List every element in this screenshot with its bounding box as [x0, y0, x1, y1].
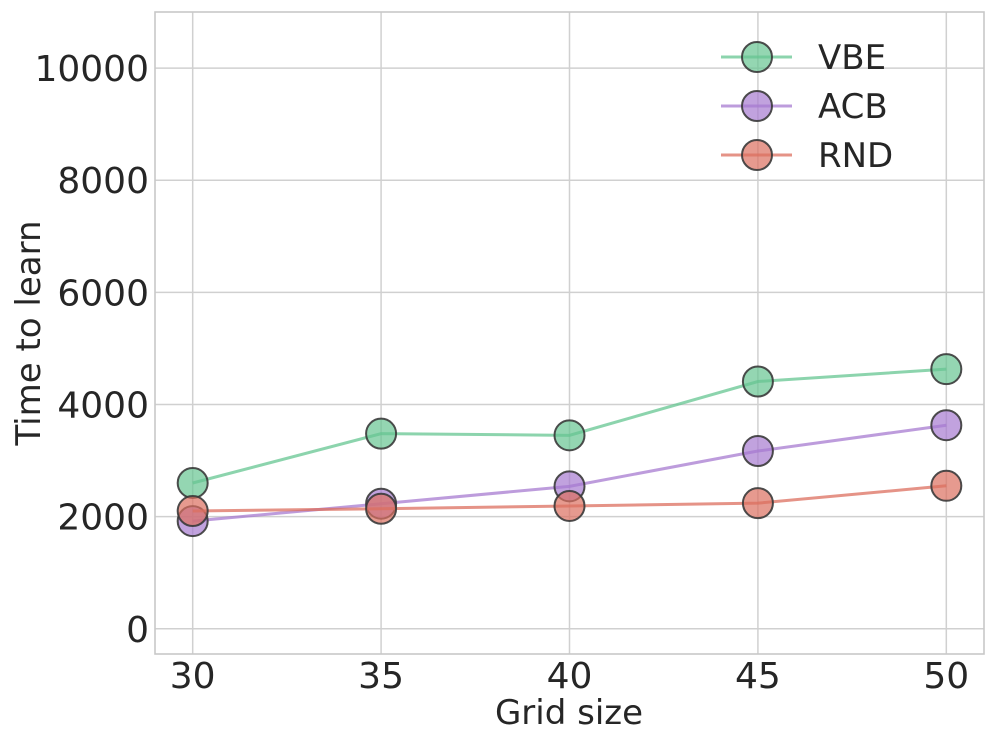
- y-tick-label: 10000: [34, 49, 149, 90]
- data-point-rnd: [741, 487, 774, 520]
- legend-label-acb: ACB: [818, 87, 888, 127]
- x-tick-label: 50: [923, 656, 969, 697]
- data-point-acb: [741, 435, 774, 468]
- data-point-vbe: [930, 353, 963, 386]
- series: [176, 353, 963, 538]
- y-tick-label: 8000: [57, 161, 149, 202]
- data-point-rnd: [553, 489, 586, 522]
- legend-item-rnd: RND: [721, 136, 893, 176]
- x-tick-label: 45: [735, 656, 781, 697]
- legend-marker-rnd: [741, 139, 773, 171]
- y-tick-label: 0: [126, 610, 149, 651]
- y-tick-label: 6000: [57, 273, 149, 314]
- data-point-vbe: [553, 419, 586, 452]
- y-axis-label: Time to learn: [9, 220, 49, 446]
- y-tick-labels: 0 2000 4000 6000 8000 10000: [34, 49, 149, 651]
- legend-label-rnd: RND: [818, 136, 893, 176]
- y-tick-label: 4000: [57, 385, 149, 426]
- data-point-vbe: [365, 417, 398, 450]
- legend-marker-acb: [741, 90, 773, 122]
- legend-item-vbe: VBE: [721, 38, 886, 78]
- y-tick-label: 2000: [57, 498, 149, 539]
- data-point-vbe: [176, 466, 209, 499]
- data-point-acb: [930, 409, 963, 442]
- x-tick-labels: 30 35 40 45 50: [170, 656, 969, 697]
- legend-label-vbe: VBE: [818, 38, 886, 78]
- data-point-rnd: [365, 492, 398, 525]
- data-point-rnd: [176, 495, 209, 528]
- series-rnd: [176, 469, 963, 528]
- x-tick-label: 35: [358, 656, 404, 697]
- x-tick-label: 30: [170, 656, 216, 697]
- data-point-rnd: [930, 469, 963, 502]
- data-point-vbe: [741, 365, 774, 398]
- legend: VBE ACB RND: [721, 38, 893, 176]
- plot-frame: [154, 11, 985, 655]
- legend-item-acb: ACB: [721, 87, 888, 127]
- series-vbe: [176, 353, 963, 499]
- x-axis-label: Grid size: [495, 693, 643, 733]
- x-tick-label: 40: [547, 656, 593, 697]
- legend-marker-vbe: [741, 41, 773, 73]
- grid: [155, 12, 984, 654]
